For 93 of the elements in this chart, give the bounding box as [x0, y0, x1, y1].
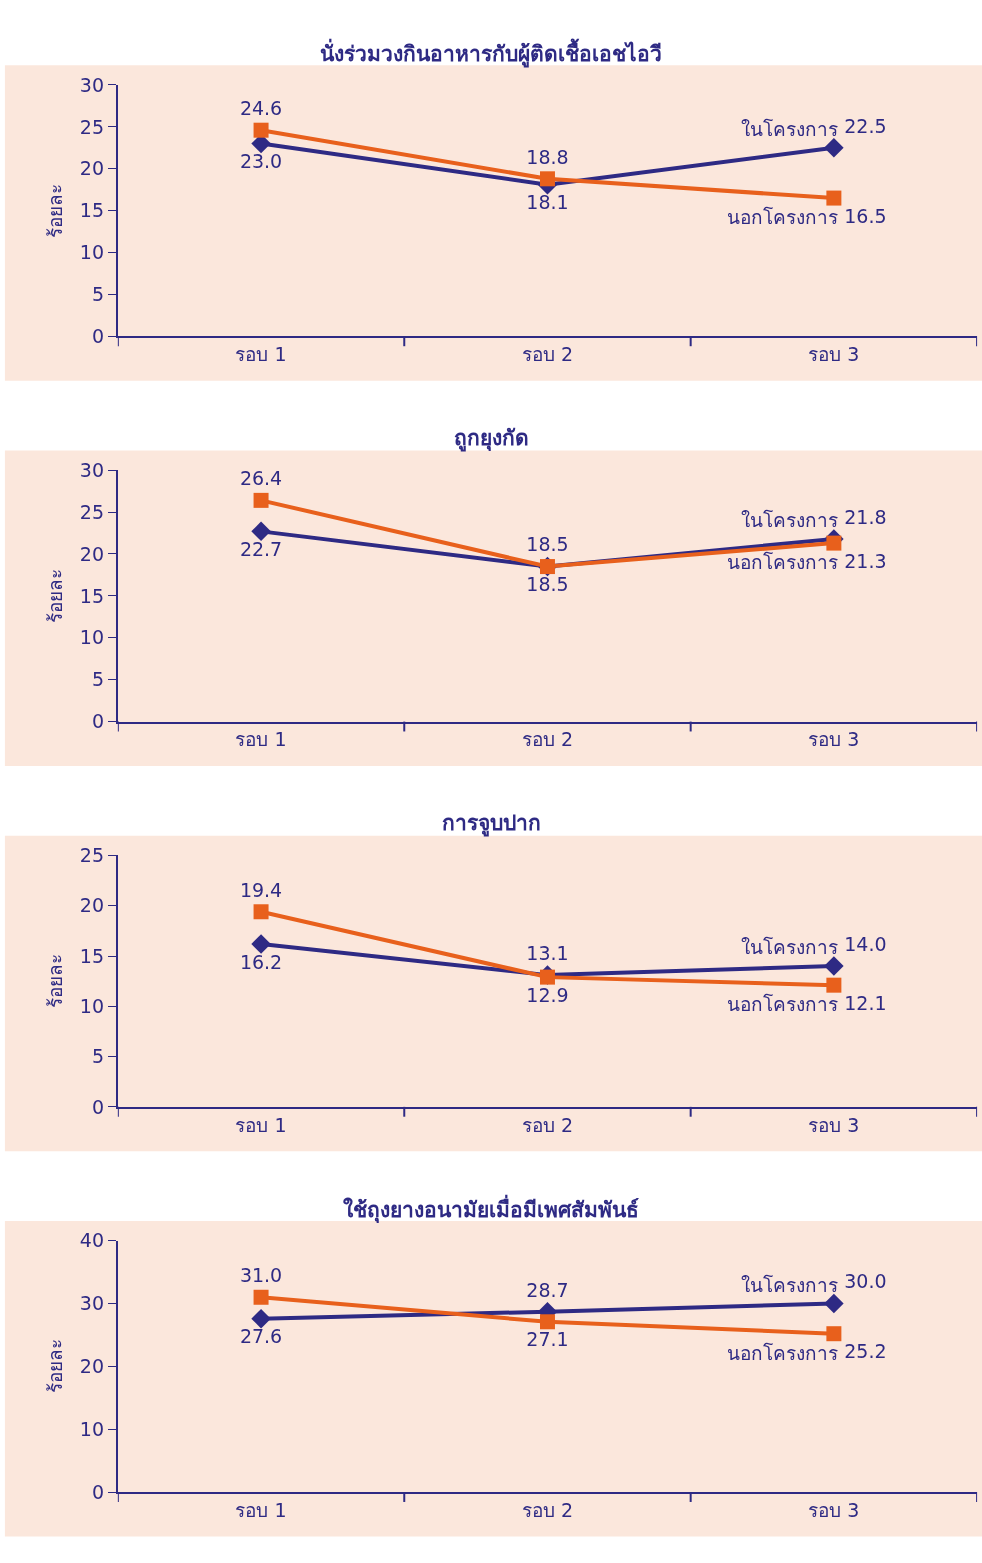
data-label: 30.0: [844, 1270, 887, 1293]
y-tick-label: 0: [91, 325, 105, 347]
point: [826, 1326, 842, 1342]
x-tick-label: รอบ 2: [521, 1498, 574, 1521]
point: [826, 535, 842, 551]
point: [826, 977, 842, 993]
data-label: 26.4: [239, 467, 283, 490]
y-tick-label: 10: [79, 241, 105, 264]
point: [539, 1314, 555, 1330]
y-tick-label: 5: [91, 283, 105, 306]
x-tick-label: รอบ 3: [808, 728, 860, 751]
y-tick-label: 20: [79, 894, 105, 917]
data-label: 27.6: [239, 1325, 283, 1348]
y-axis-title: ร้อยละ: [44, 954, 67, 1009]
x-tick-label: รอบ 2: [521, 1113, 574, 1136]
chart-title: นั่งร่วมวงกินอาหารกับผู้ติดเชื้อเอชไอวี: [320, 38, 662, 68]
series-label: ในโครงการ: [741, 936, 838, 958]
y-tick-label: 20: [79, 157, 105, 180]
x-tick-label: รอบ 1: [235, 343, 287, 366]
series-label: ในโครงการ: [741, 1274, 838, 1296]
data-label: 19.4: [239, 878, 283, 901]
x-tick-label: รอบ 2: [521, 728, 574, 751]
data-label: 23.0: [239, 150, 283, 173]
data-label: 28.7: [526, 1278, 569, 1301]
series-label: นอกโครงการ: [727, 206, 838, 228]
y-tick-label: 30: [79, 1292, 105, 1315]
data-label: 27.1: [526, 1328, 569, 1351]
x-tick-label: รอบ 1: [235, 1498, 287, 1521]
data-label: 22.5: [844, 114, 887, 137]
chart-title: ถูกยุงกัด: [454, 426, 529, 452]
data-label: 21.8: [844, 505, 887, 528]
y-tick-label: 25: [79, 115, 105, 138]
y-tick-label: 5: [91, 668, 105, 691]
point: [251, 934, 271, 954]
data-label: 14.0: [844, 932, 887, 955]
y-tick-label: 20: [79, 542, 105, 565]
y-tick-label: 15: [79, 199, 105, 222]
point: [253, 122, 269, 138]
y-tick-label: 5: [91, 1045, 105, 1068]
y-axis-title: ร้อยละ: [44, 1339, 67, 1394]
point: [253, 904, 269, 920]
y-tick-label: 40: [79, 1229, 105, 1252]
data-label: 18.1: [526, 191, 569, 214]
series-label: ในโครงการ: [741, 118, 838, 140]
series-label: นอกโครงการ: [727, 1342, 838, 1364]
data-label: 13.1: [526, 941, 569, 964]
point: [824, 138, 844, 158]
point: [251, 1308, 271, 1329]
y-tick-label: 15: [79, 584, 105, 607]
data-label: 12.9: [526, 983, 569, 1006]
y-tick-label: 0: [91, 1095, 105, 1118]
y-tick-label: 0: [91, 1480, 105, 1503]
y-tick-label: 15: [79, 944, 105, 967]
y-tick-label: 25: [79, 500, 105, 523]
x-tick-label: รอบ 2: [521, 343, 574, 366]
point: [539, 171, 555, 187]
data-label: 18.5: [526, 533, 569, 556]
x-tick-label: รอบ 3: [808, 1498, 860, 1521]
data-label: 18.5: [526, 573, 569, 596]
y-axis-title: ร้อยละ: [44, 183, 67, 238]
x-tick-label: รอบ 1: [235, 1113, 287, 1136]
point: [824, 1293, 844, 1314]
data-label: 31.0: [239, 1264, 283, 1287]
point: [824, 956, 844, 976]
data-label: 18.8: [526, 145, 569, 168]
series-label: นอกโครงการ: [727, 993, 838, 1015]
point: [826, 190, 842, 206]
y-tick-label: 25: [79, 844, 105, 867]
x-tick-label: รอบ 3: [808, 343, 860, 366]
data-label: 25.2: [844, 1340, 887, 1363]
x-tick-label: รอบ 1: [235, 728, 287, 751]
data-label: 16.5: [844, 204, 887, 227]
chart-title: ใช้ถุงยางอนามัยเมื่อมีเพศสัมพันธ์: [343, 1194, 639, 1224]
data-label: 24.6: [239, 97, 283, 120]
series-label: นอกโครงการ: [727, 551, 838, 573]
x-tick-label: รอบ 3: [808, 1113, 860, 1136]
series-label: ในโครงการ: [741, 509, 838, 531]
y-tick-label: 10: [79, 994, 105, 1017]
data-label: 21.3: [844, 549, 887, 572]
y-tick-label: 10: [79, 1417, 105, 1440]
chart-title: การจูบปาก: [442, 811, 541, 837]
point: [251, 521, 271, 542]
data-label: 16.2: [239, 950, 283, 973]
y-tick-label: 30: [79, 458, 105, 481]
data-label: 22.7: [239, 538, 283, 560]
data-label: 12.1: [844, 991, 887, 1014]
point: [253, 492, 269, 508]
y-tick-label: 10: [79, 626, 105, 649]
y-axis-title: ร้อยละ: [44, 568, 67, 623]
y-tick-label: 0: [91, 710, 105, 733]
point: [253, 1289, 269, 1305]
y-tick-label: 30: [79, 73, 105, 96]
y-tick-label: 20: [79, 1355, 105, 1378]
